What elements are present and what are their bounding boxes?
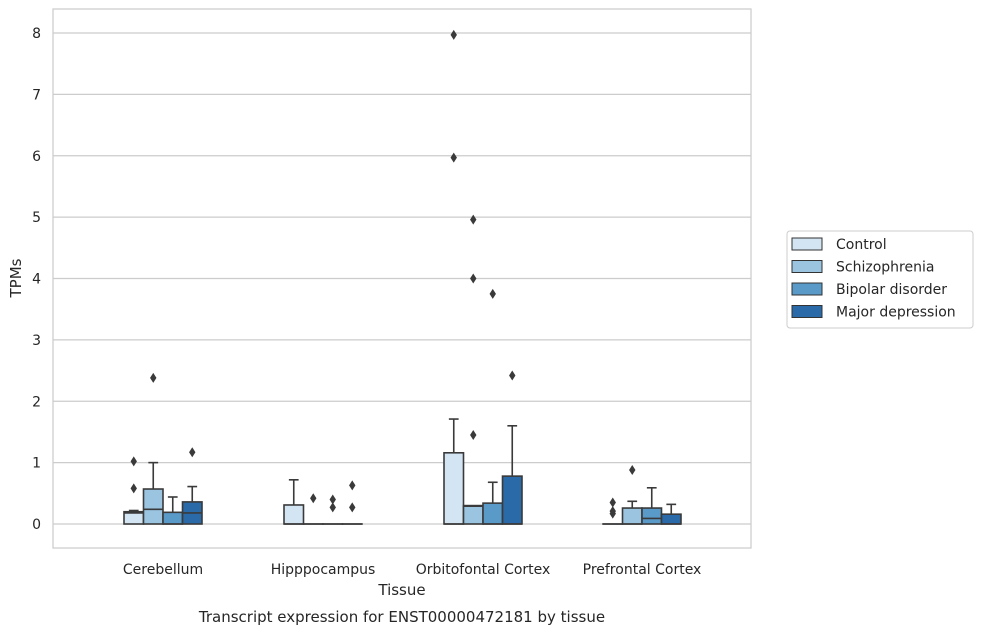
box-control bbox=[443, 29, 465, 525]
outlier-point bbox=[450, 29, 457, 40]
box-bipolar-disorder bbox=[482, 288, 504, 525]
y-tick-label: 5 bbox=[32, 210, 41, 226]
plot-frame bbox=[52, 8, 752, 549]
legend-frame bbox=[786, 230, 974, 329]
outlier-point bbox=[509, 370, 516, 381]
outlier-point bbox=[130, 456, 137, 467]
legend-label: Schizophrenia bbox=[836, 260, 934, 276]
y-axis-label: TPMs bbox=[7, 258, 25, 298]
outlier-point bbox=[470, 214, 477, 225]
outlier-point bbox=[189, 447, 196, 458]
box-bipolar-disorder bbox=[641, 486, 663, 525]
box-schizophrenia bbox=[462, 214, 484, 525]
box bbox=[162, 511, 184, 525]
legend-label: Major depression bbox=[836, 305, 956, 321]
outlier-point bbox=[310, 493, 317, 504]
y-tick-label: 4 bbox=[32, 272, 41, 288]
outlier-point bbox=[349, 502, 356, 513]
box bbox=[283, 504, 305, 525]
outlier-point bbox=[329, 502, 336, 513]
x-tick-label: Orbitofontal Cortex bbox=[416, 562, 551, 578]
y-tick-label: 6 bbox=[32, 149, 41, 165]
box-major-depression bbox=[341, 480, 363, 525]
box-groups bbox=[123, 29, 682, 525]
box bbox=[501, 475, 523, 525]
box bbox=[660, 513, 682, 525]
y-tick-label: 3 bbox=[32, 333, 41, 349]
legend-swatch bbox=[791, 282, 823, 296]
x-tick-labels: Cerebellum Hipppocampus Orbitofontal Corte… bbox=[123, 562, 701, 578]
box-major-depression bbox=[501, 370, 523, 525]
outlier-point bbox=[329, 494, 336, 505]
box-schizophrenia bbox=[142, 372, 164, 525]
outlier-point bbox=[609, 506, 616, 517]
chart-title: Transcript expression for ENST0000047218… bbox=[198, 608, 605, 626]
outlier-point bbox=[470, 430, 477, 441]
box-bipolar-disorder bbox=[322, 494, 344, 525]
x-tick-label: Cerebellum bbox=[123, 562, 203, 578]
outlier-point bbox=[470, 273, 477, 284]
outlier-point bbox=[349, 480, 356, 491]
box-control bbox=[123, 456, 145, 525]
outlier-point bbox=[450, 152, 457, 163]
legend-swatch bbox=[791, 260, 823, 273]
legend: Control Schizophrenia Bipolar disorder Majo… bbox=[786, 230, 974, 329]
outlier-point bbox=[629, 464, 636, 475]
box-schizophrenia bbox=[621, 464, 643, 525]
x-axis-label: Tissue bbox=[377, 581, 425, 599]
y-tick-label: 2 bbox=[32, 394, 41, 410]
box bbox=[621, 507, 643, 525]
y-tick-label: 0 bbox=[32, 517, 41, 533]
y-tick-label: 7 bbox=[32, 87, 41, 103]
box-major-depression bbox=[660, 503, 682, 525]
outlier-point bbox=[150, 372, 157, 383]
box-schizophrenia bbox=[302, 493, 324, 525]
box-control bbox=[283, 479, 305, 525]
box-control bbox=[602, 497, 624, 525]
outlier-point bbox=[609, 497, 616, 508]
y-tick-label: 8 bbox=[32, 26, 41, 42]
outlier-point bbox=[130, 483, 137, 494]
legend-label: Bipolar disorder bbox=[836, 282, 947, 298]
y-tick-labels: 0 1 2 3 4 5 6 7 8 bbox=[32, 26, 41, 533]
box bbox=[482, 502, 504, 525]
box bbox=[462, 504, 484, 525]
box bbox=[641, 507, 663, 525]
legend-swatch bbox=[791, 305, 823, 318]
legend-label: Control bbox=[836, 237, 887, 253]
box-major-depression bbox=[181, 447, 203, 525]
x-tick-label: Prefrontal Cortex bbox=[583, 562, 702, 578]
outlier-point bbox=[489, 288, 496, 299]
y-tick-label: 1 bbox=[32, 456, 41, 472]
grid-lines bbox=[53, 32, 751, 525]
x-tick-label: Hipppocampus bbox=[271, 562, 376, 578]
box bbox=[443, 452, 465, 525]
box-bipolar-disorder bbox=[162, 496, 184, 525]
box bbox=[142, 488, 164, 525]
legend-swatch bbox=[791, 237, 823, 251]
